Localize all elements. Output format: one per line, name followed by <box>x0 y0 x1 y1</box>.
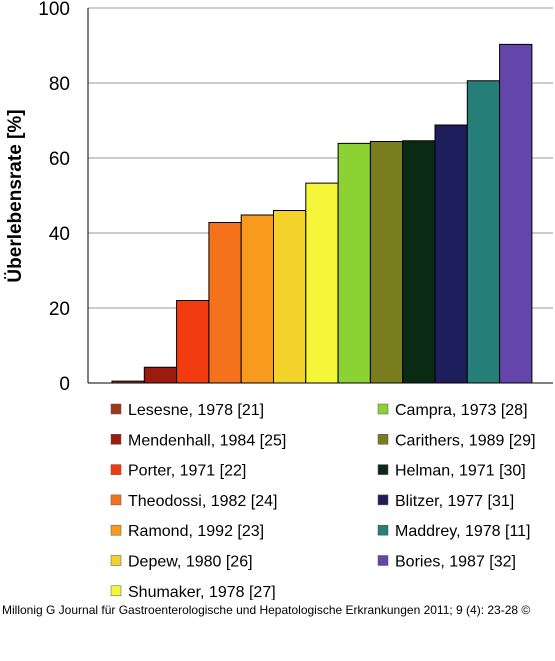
y-tick-label: 100 <box>38 0 70 20</box>
legend-swatch <box>377 555 389 566</box>
legend-label: Depew, 1980 [26] <box>128 554 253 571</box>
y-tick-label: 20 <box>49 299 70 320</box>
y-tick-label: 40 <box>49 224 70 245</box>
y-tick-label: 60 <box>49 149 70 170</box>
legend-label: Shumaker, 1978 [27] <box>128 584 276 600</box>
legend-label: Lesesne, 1978 [21] <box>128 402 264 419</box>
bar <box>434 124 468 384</box>
legend-swatch <box>377 494 389 506</box>
bar <box>402 140 436 384</box>
bar <box>176 300 210 384</box>
legend-swatch <box>377 524 389 536</box>
legend-swatch <box>110 524 122 536</box>
legend-label: Mendenhall, 1984 [25] <box>128 432 286 449</box>
legend-label: Carithers, 1989 [29] <box>395 432 536 449</box>
bar <box>337 142 371 384</box>
legend-swatch <box>110 494 122 506</box>
bar <box>466 80 501 384</box>
legend-swatch <box>110 464 122 475</box>
legend-swatch <box>110 585 122 597</box>
legend-label: Porter, 1971 [22] <box>128 463 246 480</box>
bar <box>143 366 178 384</box>
bar <box>369 141 404 384</box>
legend-label: Bories, 1987 [32] <box>395 554 516 571</box>
axes <box>87 8 553 384</box>
bar <box>208 222 242 384</box>
bar <box>499 43 533 384</box>
y-axis-label: Überlebensrate [%] <box>5 109 26 282</box>
legend-swatch <box>377 403 389 415</box>
bar <box>305 182 339 384</box>
y-tick-labels: 0 20 40 60 80 100 <box>38 0 70 395</box>
legend-label: Campra, 1973 [28] <box>395 402 528 419</box>
legend-swatch <box>110 434 122 445</box>
legend-label: Helman, 1971 [30] <box>395 463 526 480</box>
legend-label: Maddrey, 1978 [11] <box>395 523 531 540</box>
source-caption: Millonig G Journal für Gastroenterologis… <box>2 603 531 617</box>
legend-swatch <box>110 555 122 566</box>
y-tick-label: 80 <box>49 74 70 95</box>
legend-swatch <box>377 434 389 445</box>
bars <box>111 43 533 384</box>
legend-label: Theodossi, 1982 [24] <box>128 493 277 510</box>
legend: Lesesne, 1978 [21] Mendenhall, 1984 [25] P… <box>110 402 536 600</box>
bar <box>273 210 307 384</box>
legend-label: Ramond, 1992 [23] <box>128 523 264 540</box>
legend-swatch <box>377 464 389 475</box>
legend-swatch <box>110 403 122 415</box>
bar <box>240 214 274 384</box>
y-tick-label: 0 <box>59 374 70 395</box>
legend-label: Blitzer, 1977 [31] <box>395 493 514 510</box>
bar-chart: 0 20 40 60 80 100 Überlebensrate [%] Lesesne,… <box>5 0 553 600</box>
